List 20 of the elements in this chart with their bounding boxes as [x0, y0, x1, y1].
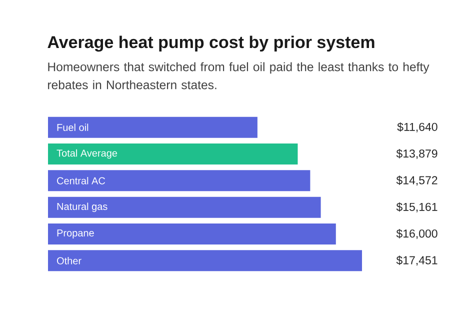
chart-title: Average heat pump cost by prior system — [48, 36, 374, 52]
bar — [48, 144, 298, 165]
bar — [48, 224, 336, 244]
data-label: $15,161 — [396, 202, 438, 212]
bar — [48, 250, 362, 272]
data-label: $13,879 — [396, 149, 438, 159]
data-label: $16,000 — [396, 229, 438, 239]
y-tick-label: Central AC — [57, 176, 106, 184]
y-tick-label: Propane — [57, 230, 94, 238]
y-tick-label: Other — [57, 256, 82, 264]
chart-subtitle: Homeowners that switched from fuel oil paid the least thanks to hefty rebates in Northeastern states. — [48, 62, 430, 90]
y-tick-label: Total Average — [56, 149, 118, 159]
data-label: $14,572 — [396, 176, 438, 186]
bar — [48, 196, 321, 218]
bar — [48, 116, 258, 138]
y-tick-label: Fuel oil — [57, 124, 88, 132]
bar — [48, 170, 310, 192]
y-tick-label: Natural gas — [57, 202, 108, 212]
data-label: $17,451 — [396, 256, 438, 266]
data-label: $11,640 — [397, 122, 438, 132]
